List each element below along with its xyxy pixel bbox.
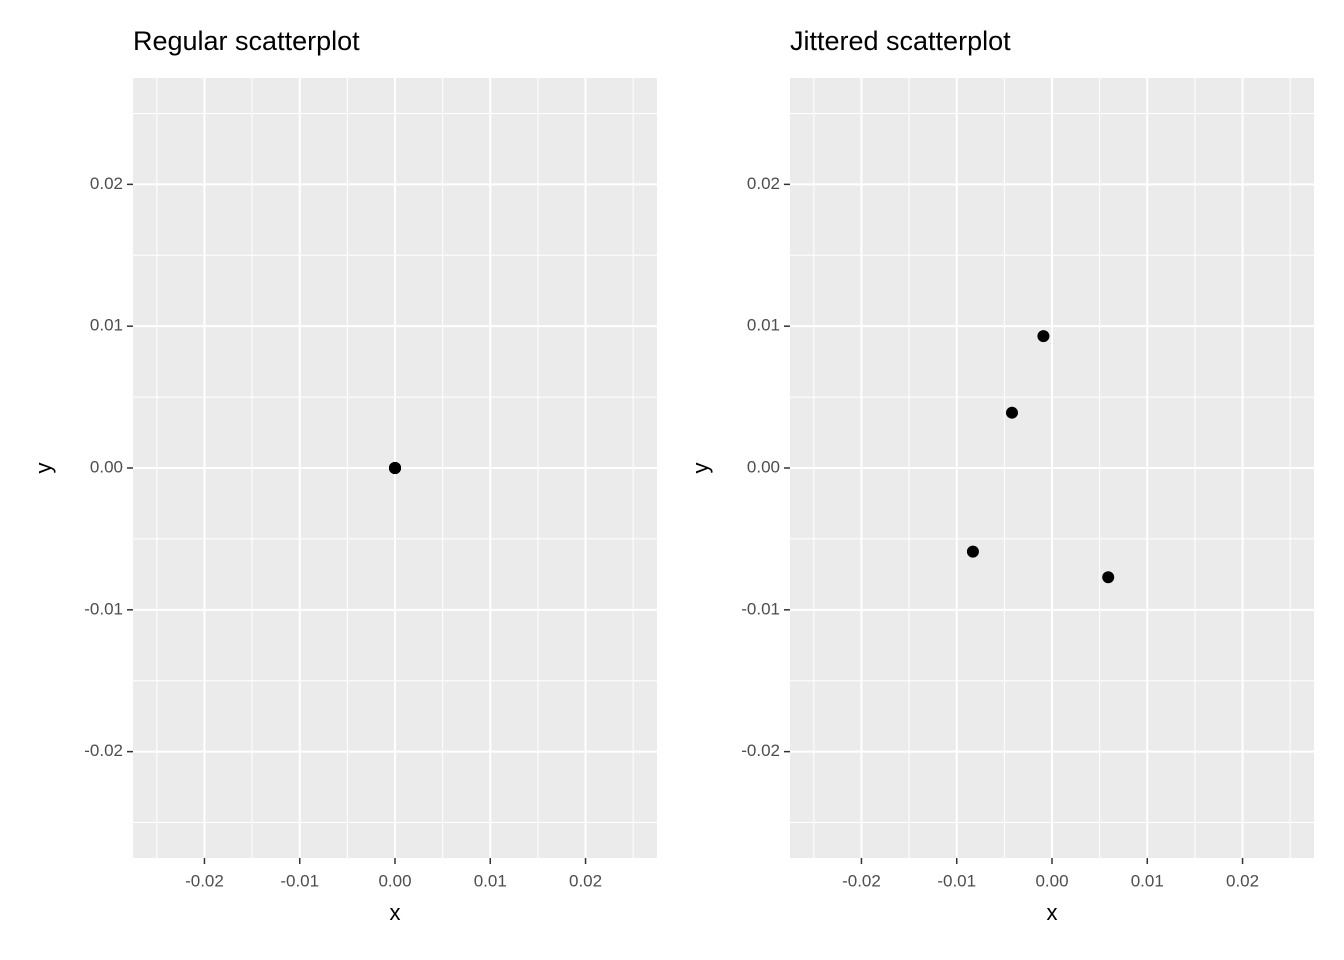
point — [1005, 406, 1018, 419]
y-tick-label: 0.00 — [747, 457, 780, 476]
point — [1102, 571, 1115, 584]
y-tick-label: 0.01 — [747, 316, 780, 335]
chart-title: Regular scatterplot — [133, 26, 360, 56]
y-axis-title: y — [688, 463, 713, 474]
y-tick-label: -0.01 — [741, 599, 780, 618]
x-tick-label: 0.02 — [1226, 871, 1259, 890]
point — [966, 545, 979, 558]
point — [1037, 330, 1050, 343]
x-tick-label: 0.01 — [474, 871, 507, 890]
x-tick-label: 0.02 — [569, 871, 602, 890]
y-axis-title: y — [31, 463, 56, 474]
x-axis-title: x — [390, 900, 401, 925]
y-tick-label: 0.02 — [747, 174, 780, 193]
y-tick-label: 0.00 — [90, 457, 123, 476]
x-axis-title: x — [1047, 900, 1058, 925]
x-tick-label: 0.00 — [378, 871, 411, 890]
y-tick-label: 0.02 — [90, 174, 123, 193]
y-tick-label: -0.01 — [84, 599, 123, 618]
x-tick-label: 0.01 — [1131, 871, 1164, 890]
y-tick-label: -0.02 — [741, 741, 780, 760]
x-tick-label: 0.00 — [1035, 871, 1068, 890]
x-tick-label: -0.02 — [842, 871, 881, 890]
chart-title: Jittered scatterplot — [790, 26, 1011, 56]
y-tick-label: 0.01 — [90, 316, 123, 335]
x-tick-label: -0.01 — [937, 871, 976, 890]
x-tick-label: -0.02 — [185, 871, 224, 890]
point — [389, 462, 401, 474]
x-tick-label: -0.01 — [280, 871, 319, 890]
y-tick-label: -0.02 — [84, 741, 123, 760]
